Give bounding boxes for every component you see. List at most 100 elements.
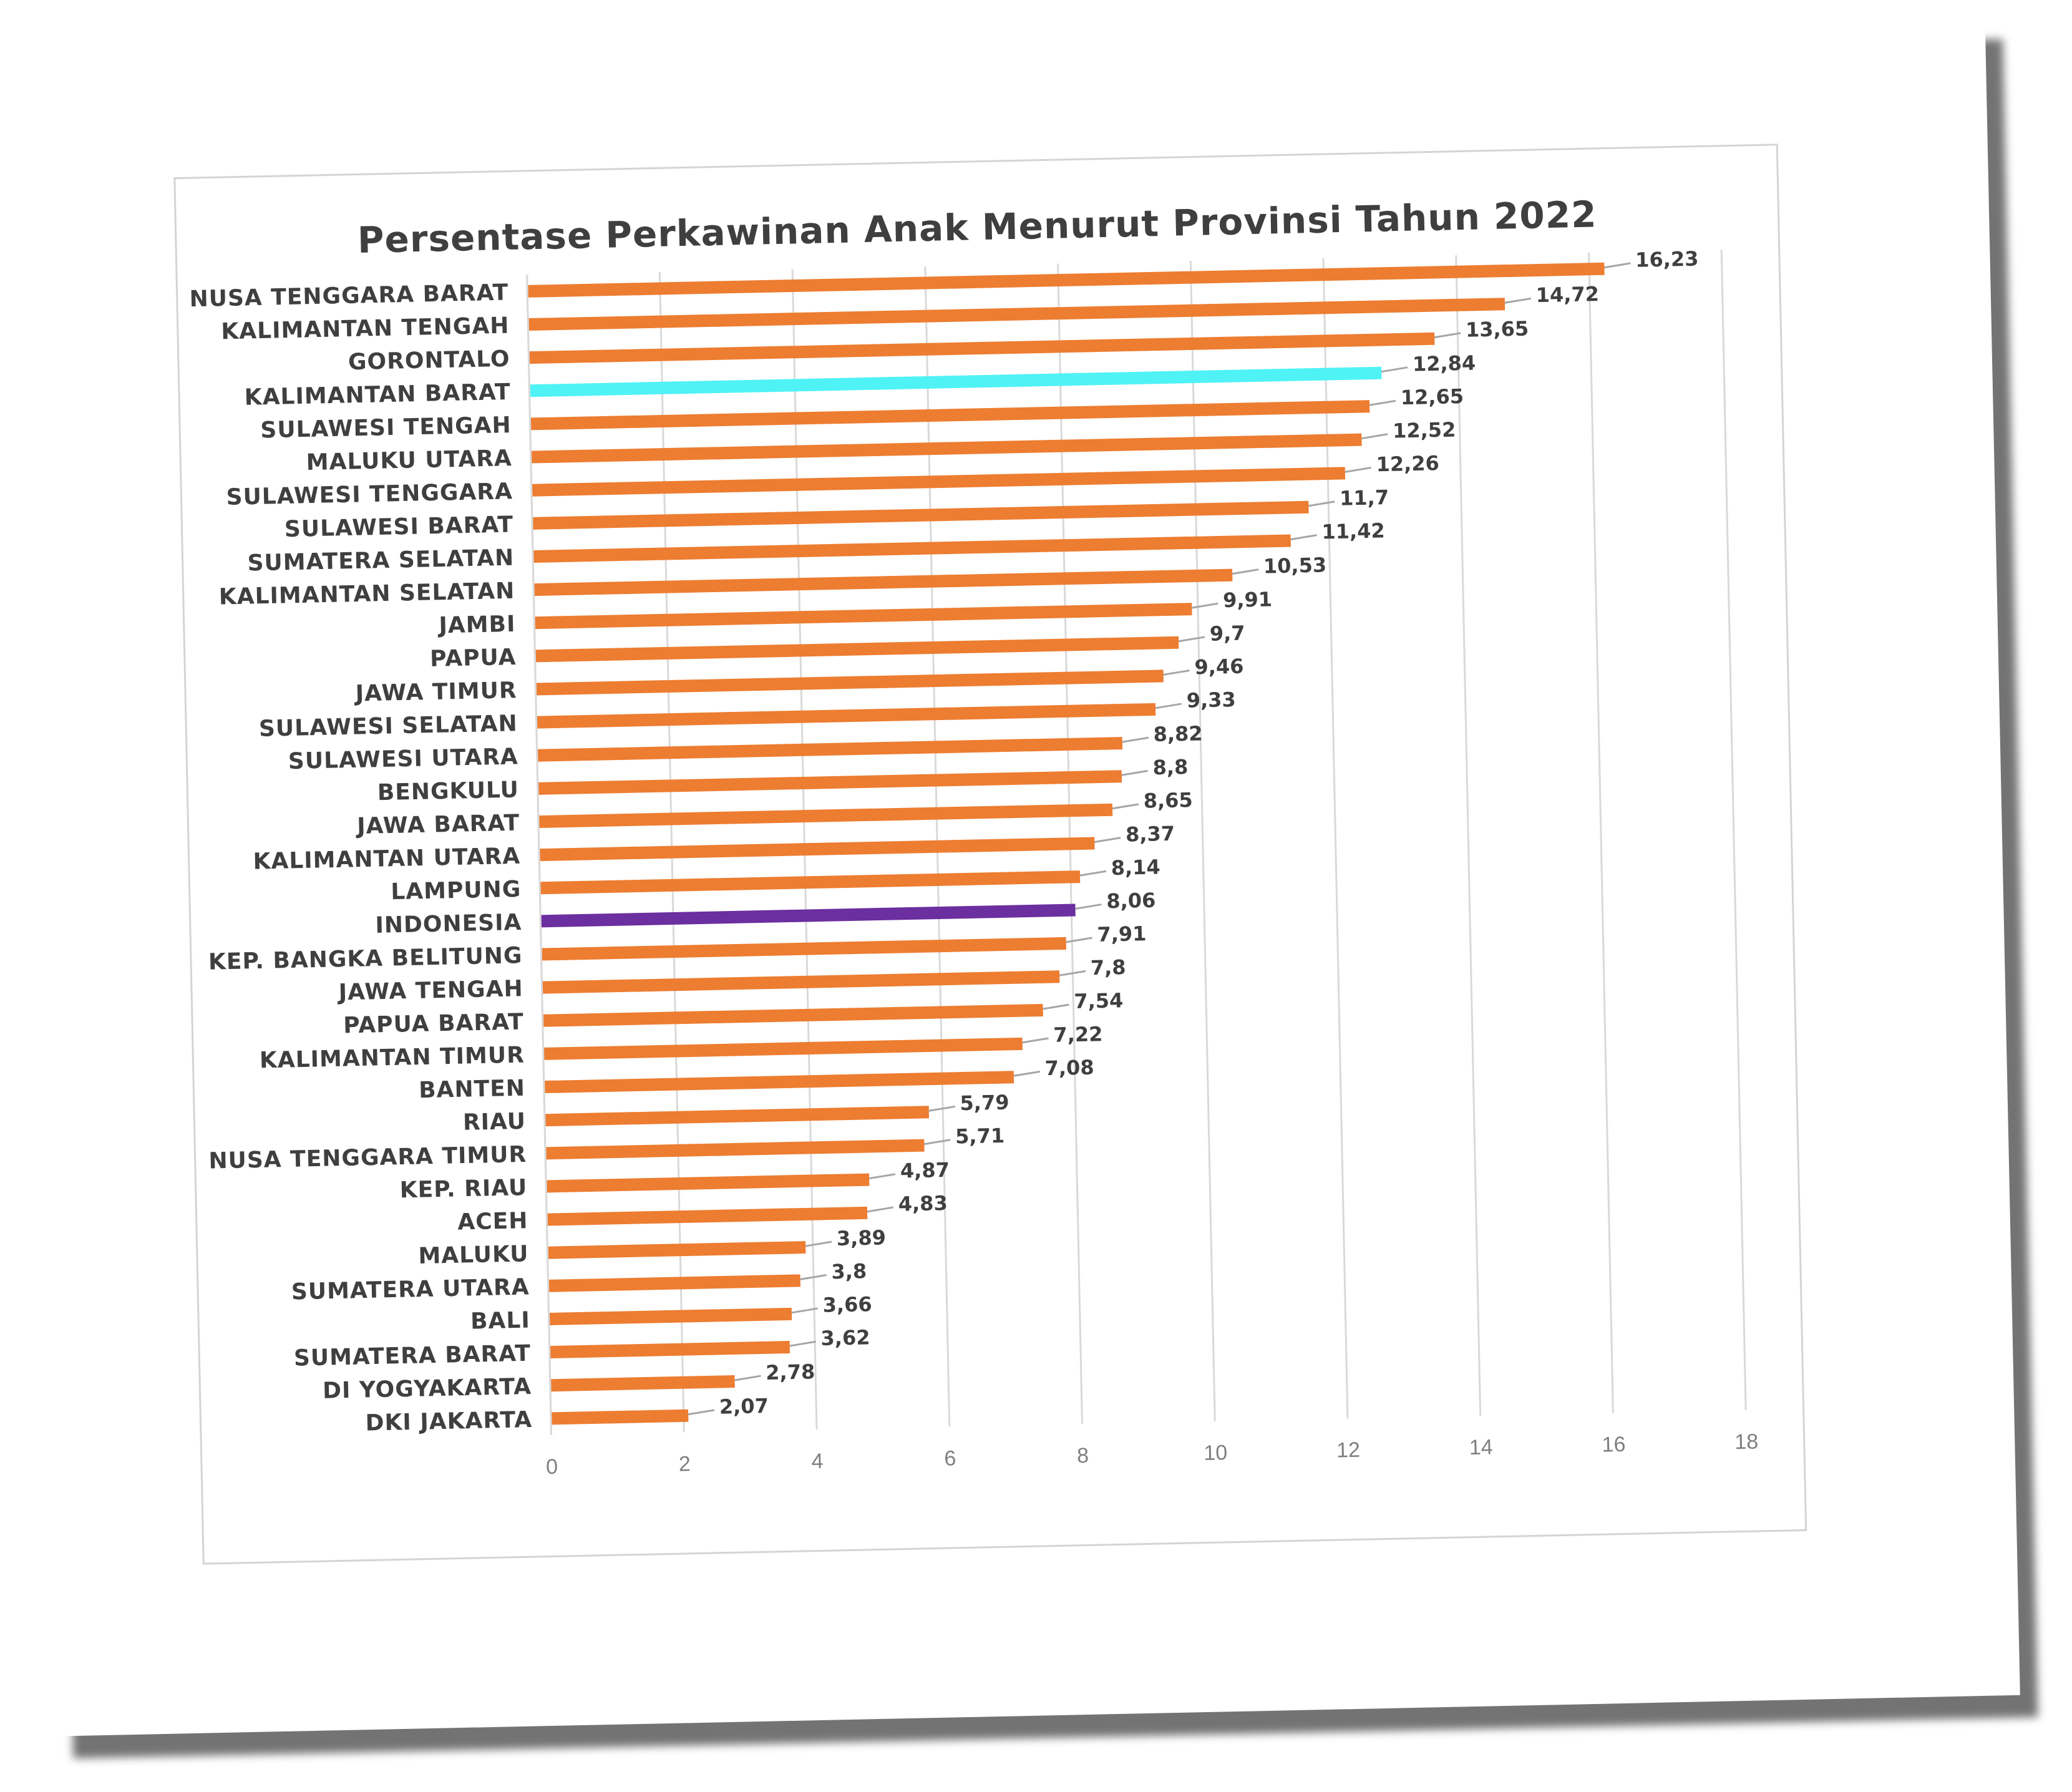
data-label: 9,33 <box>1186 688 1236 713</box>
data-label: 3,8 <box>831 1259 867 1283</box>
leader-line <box>1232 568 1259 575</box>
category-label: KEP. BANGKA BELITUNG <box>208 943 523 975</box>
leader-line <box>805 1240 832 1247</box>
category-label: NUSA TENGGARA BARAT <box>189 280 508 313</box>
leader-line <box>1163 670 1190 676</box>
bar <box>537 770 1122 795</box>
leader-line <box>1112 803 1139 810</box>
bar <box>541 937 1067 961</box>
leader-line <box>800 1274 827 1280</box>
bar <box>529 366 1382 397</box>
leader-line <box>928 1105 955 1112</box>
bar <box>531 467 1346 497</box>
data-label: 9,7 <box>1209 621 1245 646</box>
x-tick-label: 18 <box>1734 1429 1759 1454</box>
leader-line <box>1434 332 1461 339</box>
leader-line <box>1345 467 1371 473</box>
category-label: RIAU <box>463 1109 527 1136</box>
bar <box>549 1341 790 1359</box>
category-label: JAMBI <box>437 611 516 639</box>
data-label: 4,83 <box>898 1191 948 1216</box>
category-label: SULAWESI SELATAN <box>259 711 518 742</box>
bar <box>547 1241 806 1259</box>
data-label: 11,7 <box>1340 485 1389 510</box>
leader-line <box>1369 399 1396 406</box>
bar <box>545 1139 925 1160</box>
bar <box>546 1173 870 1193</box>
category-label: SULAWESI TENGAH <box>260 412 512 443</box>
data-label: 10,53 <box>1263 553 1327 578</box>
leader-line <box>1504 297 1532 304</box>
data-label: 2,07 <box>719 1394 769 1419</box>
data-label: 2,78 <box>766 1360 815 1385</box>
leader-line <box>1122 736 1149 743</box>
bar <box>543 1037 1023 1060</box>
data-label: 7,8 <box>1091 955 1126 980</box>
bar <box>533 568 1233 597</box>
data-label: 7,08 <box>1044 1056 1094 1081</box>
data-label: 9,46 <box>1194 655 1244 679</box>
category-label: GORONTALO <box>348 346 510 375</box>
data-label: 4,87 <box>900 1158 950 1183</box>
bar <box>542 1003 1043 1027</box>
leader-line <box>1059 970 1086 976</box>
bar <box>537 737 1123 762</box>
category-label: SULAWESI UTARA <box>288 744 519 774</box>
category-label: SULAWESI TENGGARA <box>226 479 513 510</box>
category-label: JAWA BARAT <box>355 811 520 840</box>
data-label: 3,89 <box>837 1225 887 1250</box>
data-label: 12,26 <box>1376 451 1439 476</box>
bar <box>528 332 1435 364</box>
gridline <box>1587 252 1614 1413</box>
category-label: KEP. RIAU <box>399 1175 527 1203</box>
category-label: BENGKULU <box>377 777 519 806</box>
gridline <box>1720 250 1747 1410</box>
leader-line <box>734 1375 761 1381</box>
category-label: LAMPUNG <box>391 877 522 905</box>
x-tick-label: 10 <box>1204 1441 1228 1465</box>
data-label: 16,23 <box>1635 247 1699 272</box>
bar <box>540 870 1081 895</box>
data-label: 12,65 <box>1400 384 1464 409</box>
leader-line <box>1079 870 1107 877</box>
leader-line <box>1013 1070 1041 1077</box>
data-label: 5,71 <box>955 1124 1005 1149</box>
bar <box>535 636 1179 663</box>
data-label: 8,65 <box>1143 788 1193 813</box>
category-label: PAPUA <box>430 645 517 672</box>
category-label: MALUKU UTARA <box>306 446 512 475</box>
leader-line <box>1155 703 1182 709</box>
bar <box>548 1307 792 1325</box>
data-label: 8,06 <box>1106 889 1156 913</box>
bar <box>535 670 1164 696</box>
gridline <box>1455 255 1482 1416</box>
x-tick-label: 6 <box>944 1446 956 1470</box>
leader-line <box>1066 937 1092 943</box>
data-label: 14,72 <box>1535 282 1599 307</box>
leader-line <box>1075 903 1102 910</box>
bar <box>530 433 1362 464</box>
leader-line <box>867 1206 894 1213</box>
bar <box>538 837 1095 862</box>
data-label: 3,66 <box>822 1292 872 1317</box>
leader-line <box>924 1139 951 1146</box>
data-label: 8,82 <box>1153 721 1203 746</box>
x-tick-label: 4 <box>811 1449 824 1473</box>
leader-line <box>688 1409 715 1416</box>
category-label: SULAWESI BARAT <box>285 512 514 542</box>
category-label: PAPUA BARAT <box>343 1009 524 1038</box>
leader-line <box>1022 1037 1049 1044</box>
data-label: 7,22 <box>1053 1022 1103 1047</box>
category-label: KALIMANTAN SELATAN <box>218 578 515 610</box>
chart-frame: Persentase Perkawinan Anak Menurut Provi… <box>173 144 1807 1565</box>
leader-line <box>1308 500 1335 507</box>
leader-line <box>1178 636 1205 643</box>
leader-line <box>868 1173 896 1180</box>
category-label: KALIMANTAN UTARA <box>253 844 520 875</box>
data-label: 8,8 <box>1152 755 1188 779</box>
data-label: 7,91 <box>1097 922 1147 947</box>
category-label: KALIMANTAN TENGAH <box>221 313 510 345</box>
leader-line <box>789 1340 816 1347</box>
category-label: JAWA TIMUR <box>353 678 517 706</box>
category-label: NUSA TENGGARA TIMUR <box>208 1142 527 1174</box>
